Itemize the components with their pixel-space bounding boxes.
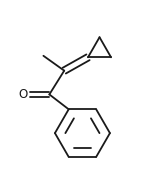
Text: O: O xyxy=(19,88,28,101)
